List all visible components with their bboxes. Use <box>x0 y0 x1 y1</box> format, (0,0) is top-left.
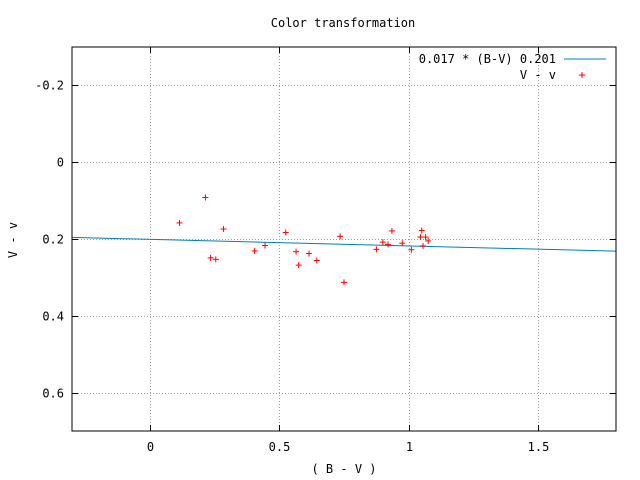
data-point <box>295 262 302 269</box>
y-tick-label: -0.2 <box>35 79 64 93</box>
data-point <box>220 226 227 233</box>
data-point <box>282 229 289 236</box>
data-point <box>212 256 219 263</box>
fit-line <box>71 236 617 252</box>
data-point <box>379 239 386 246</box>
data-point <box>261 242 268 249</box>
data-point <box>408 246 415 253</box>
x-tick-label: 1.5 <box>528 440 550 454</box>
legend: 0.017 * (B-V) 0.201 V - v <box>419 52 606 82</box>
x-axis-label: ( B - V ) <box>311 462 376 476</box>
plot-series <box>71 194 617 286</box>
x-tick-label: 0.5 <box>269 440 291 454</box>
data-point <box>373 246 380 253</box>
data-point <box>399 240 406 247</box>
y-axis-label: V - v <box>6 222 20 258</box>
x-tick-label: 0 <box>147 440 154 454</box>
legend-label-fit-line: 0.017 * (B-V) 0.201 <box>419 52 556 66</box>
y-tick-label: 0.2 <box>42 233 64 247</box>
data-point <box>385 241 392 248</box>
plot-frame <box>71 46 617 432</box>
data-point <box>341 279 347 286</box>
x-tick-label: 1 <box>406 440 413 454</box>
data-point <box>418 227 425 234</box>
y-tick-label: 0.4 <box>42 310 64 324</box>
legend-marker <box>579 72 585 78</box>
data-point <box>425 237 432 244</box>
axis-ticks: 0 0.5 1 1.5 -0.2 0 0.2 0.4 0.6 <box>35 47 616 454</box>
data-point <box>313 257 320 264</box>
data-point <box>337 233 344 240</box>
data-point <box>422 234 429 241</box>
data-point <box>417 234 424 241</box>
data-point <box>176 219 183 226</box>
data-point <box>207 254 214 261</box>
y-tick-label: 0 <box>57 156 64 170</box>
data-point <box>388 227 395 234</box>
data-point <box>306 250 313 257</box>
data-point <box>420 242 427 249</box>
data-point <box>293 248 300 255</box>
data-point <box>202 194 209 201</box>
data-point <box>251 247 258 254</box>
y-tick-label: 0.6 <box>42 387 64 401</box>
chart-title: Color transformation <box>271 16 416 30</box>
legend-swatch-points <box>579 72 585 78</box>
legend-label-points: V - v <box>520 68 556 82</box>
